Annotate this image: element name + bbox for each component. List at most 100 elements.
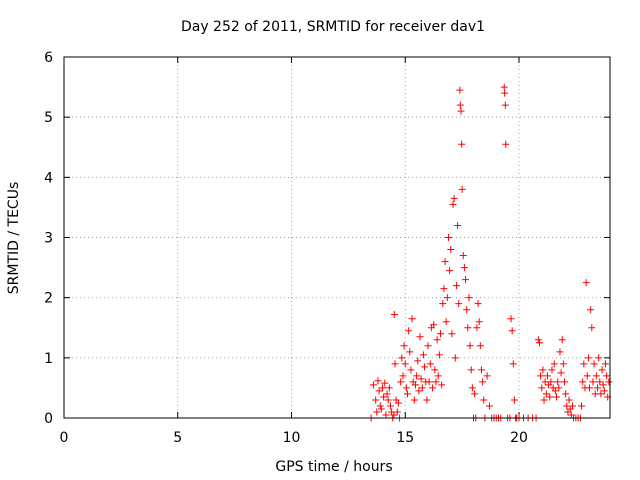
data-point	[406, 348, 414, 356]
data-point	[468, 384, 476, 392]
data-point	[542, 390, 550, 398]
data-point	[400, 342, 408, 350]
data-point	[426, 360, 434, 368]
y-tick-label: 0	[44, 411, 53, 427]
data-point	[579, 378, 587, 386]
data-point	[479, 378, 487, 386]
data-point	[475, 318, 483, 326]
data-point	[561, 378, 568, 386]
data-point	[414, 357, 422, 365]
data-point	[439, 300, 447, 308]
data-point	[467, 366, 475, 374]
data-point	[419, 351, 427, 359]
data-point	[410, 396, 418, 404]
data-point	[477, 366, 485, 374]
data-point	[373, 408, 381, 416]
y-tick-label: 6	[44, 50, 53, 66]
data-point	[595, 354, 603, 362]
data-point	[398, 354, 406, 362]
data-point	[399, 372, 407, 380]
x-axis-ticks: 0 5 10 15 20	[60, 57, 528, 446]
data-point	[434, 372, 442, 380]
data-point	[417, 375, 425, 383]
y-tick-label: 4	[44, 170, 53, 186]
data-point	[448, 330, 456, 338]
data-point	[432, 378, 440, 386]
data-point	[601, 360, 609, 368]
data-point	[456, 101, 464, 109]
data-point	[460, 264, 468, 272]
data-point	[539, 366, 547, 374]
data-point	[599, 381, 607, 389]
chart-title: Day 252 of 2011, SRMTID for receiver dav…	[181, 19, 485, 35]
data-point	[385, 384, 393, 392]
data-point	[383, 390, 391, 398]
data-point	[438, 381, 446, 389]
x-tick-label: 0	[60, 430, 69, 446]
data-point	[382, 411, 390, 419]
plot-frame	[63, 56, 611, 419]
data-point	[381, 379, 389, 387]
data-point	[402, 384, 410, 392]
data-point	[580, 360, 588, 368]
x-tick-label: 10	[283, 430, 301, 446]
data-point	[442, 318, 450, 326]
data-point	[471, 390, 479, 398]
data-point	[553, 393, 561, 401]
data-point	[458, 185, 466, 193]
data-point	[380, 393, 388, 401]
data-point	[413, 372, 421, 380]
data-point	[603, 372, 611, 380]
data-point	[431, 366, 439, 374]
data-point	[510, 396, 518, 404]
data-point	[551, 387, 559, 395]
data-point	[437, 330, 445, 338]
data-point	[568, 402, 576, 410]
data-point	[430, 321, 438, 329]
data-point	[501, 89, 509, 97]
data-point	[393, 408, 401, 416]
data-point	[425, 378, 433, 386]
data-point	[596, 378, 604, 386]
data-point	[376, 402, 384, 410]
y-axis-ticks: 0 1 2 3 4 5 6	[44, 50, 610, 427]
data-point	[464, 324, 472, 332]
data-point	[557, 369, 565, 377]
data-point	[394, 399, 402, 407]
data-point	[465, 294, 473, 302]
data-point	[534, 336, 542, 344]
data-point	[386, 402, 394, 410]
data-point	[372, 396, 380, 404]
x-tick-label: 20	[510, 430, 528, 446]
data-point	[550, 360, 558, 368]
data-point	[537, 372, 545, 380]
data-point	[375, 387, 383, 395]
data-point	[476, 342, 484, 350]
y-tick-label: 5	[44, 110, 53, 126]
data-point	[554, 378, 562, 386]
data-point	[548, 366, 556, 374]
y-tick-label: 3	[44, 231, 53, 247]
data-point	[589, 378, 597, 386]
grid-lines	[64, 57, 610, 418]
y-tick-label: 2	[44, 291, 53, 307]
data-point	[424, 342, 432, 350]
data-point	[586, 384, 594, 392]
data-point	[535, 339, 543, 347]
data-point	[555, 384, 563, 392]
data-point	[429, 384, 437, 392]
data-point	[456, 86, 464, 94]
data-point	[473, 324, 481, 332]
data-point	[444, 234, 452, 241]
data-point	[408, 315, 416, 323]
data-point	[440, 285, 448, 293]
data-point	[593, 384, 601, 392]
data-point	[391, 360, 399, 368]
data-point	[502, 140, 510, 148]
data-point	[405, 327, 413, 335]
data-point	[447, 246, 455, 254]
data-point	[565, 396, 573, 404]
data-point	[443, 294, 451, 302]
data-point	[584, 354, 592, 362]
data-point	[433, 336, 441, 344]
